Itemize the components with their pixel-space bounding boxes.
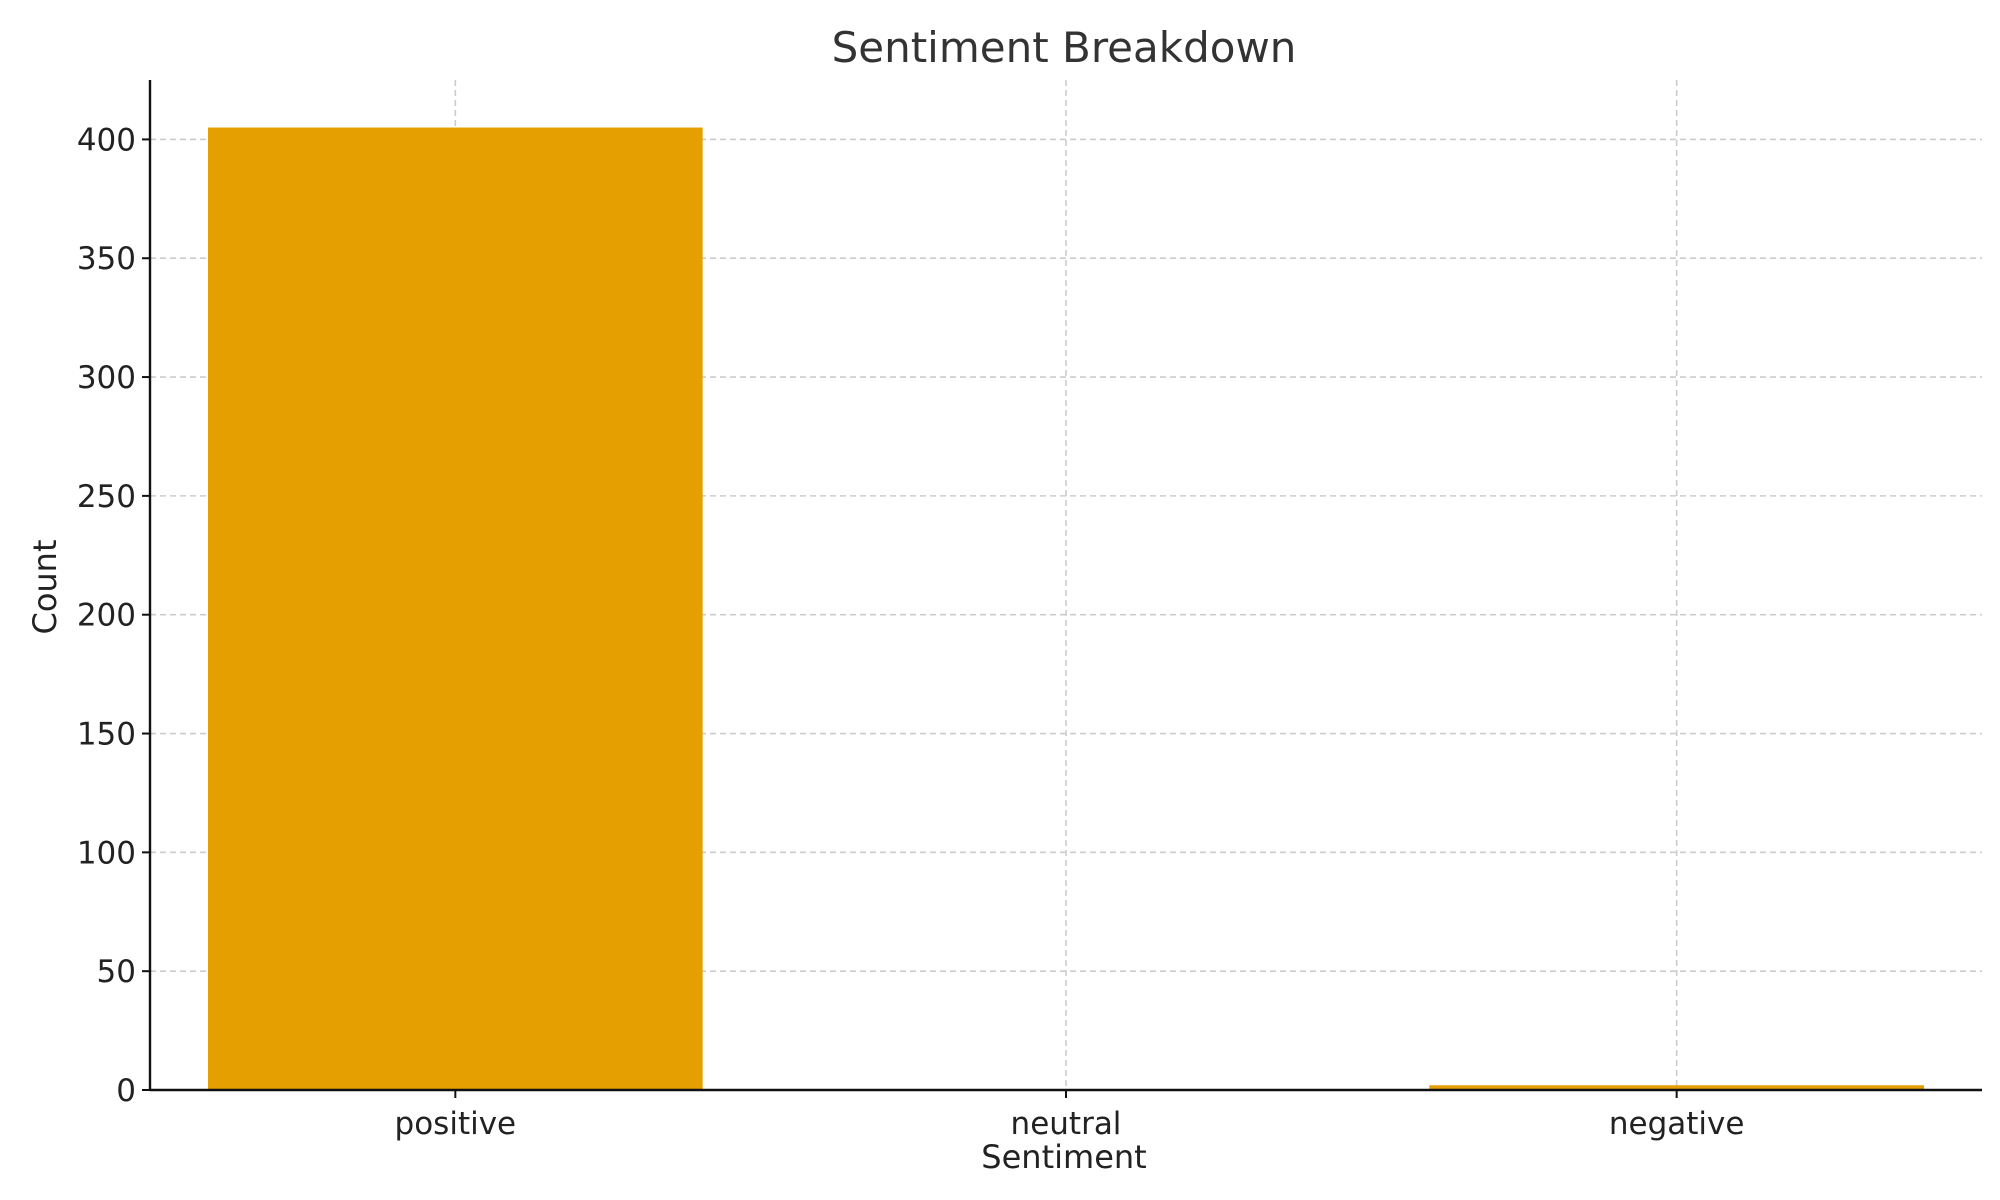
- x-tick-label-neutral: neutral: [1011, 1106, 1122, 1142]
- y-tick-label: 400: [77, 122, 136, 158]
- y-tick-label: 300: [77, 360, 136, 396]
- y-tick-label: 50: [97, 954, 136, 990]
- y-tick-label: 0: [116, 1073, 136, 1109]
- y-tick-label: 250: [77, 479, 136, 515]
- x-tick-label-positive: positive: [395, 1106, 517, 1142]
- x-tick-labels: positive neutral negative: [395, 1106, 1745, 1142]
- bar-series: [208, 127, 1924, 1090]
- y-axis-label: Count: [26, 539, 64, 634]
- x-axis-label: Sentiment: [981, 1138, 1146, 1176]
- chart-title: Sentiment Breakdown: [832, 23, 1297, 72]
- y-tick-label: 100: [77, 835, 136, 871]
- bar-positive: [208, 127, 703, 1090]
- y-tick-label: 200: [77, 598, 136, 634]
- y-tick-label: 150: [77, 717, 136, 753]
- y-tick-labels: 0 50 100 150 200 250 300 350 400: [77, 122, 136, 1109]
- axes: [142, 80, 1982, 1098]
- x-tick-label-negative: negative: [1609, 1106, 1745, 1142]
- y-tick-label: 350: [77, 241, 136, 277]
- bar-negative: [1429, 1085, 1924, 1090]
